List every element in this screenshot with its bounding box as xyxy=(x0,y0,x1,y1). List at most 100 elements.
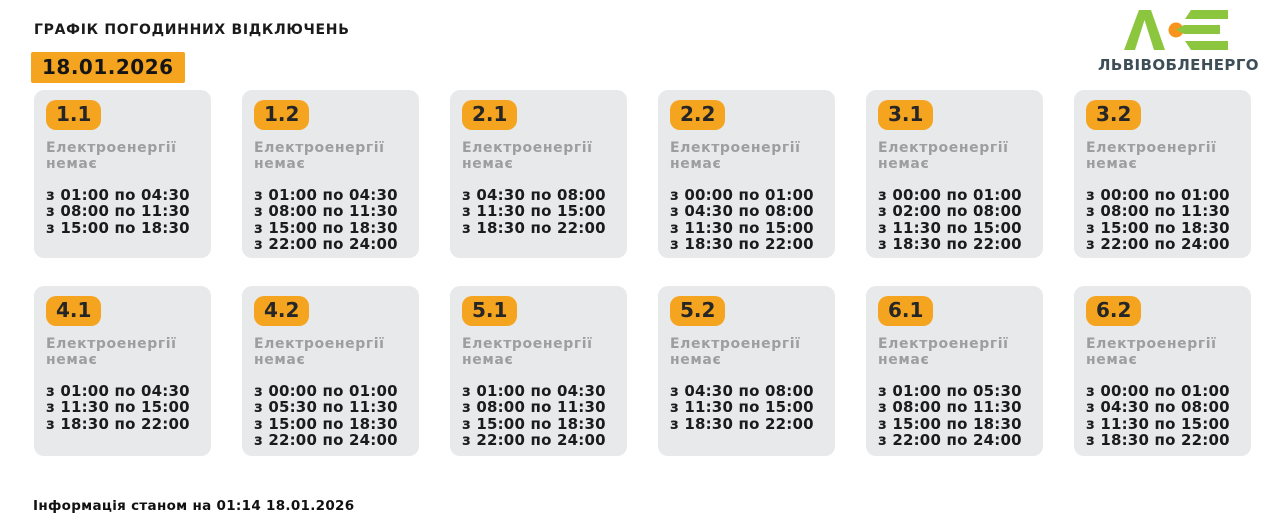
outage-interval: з 18:30 по 22:00 xyxy=(670,234,814,253)
outage-interval: з 11:30 по 15:00 xyxy=(670,218,814,237)
group-badge: 6.2 xyxy=(1086,296,1142,326)
outage-interval: з 22:00 по 24:00 xyxy=(254,234,398,253)
outage-interval: з 15:00 по 18:30 xyxy=(254,218,398,237)
outage-interval: з 11:30 по 15:00 xyxy=(878,218,1022,237)
status-text: Електроенергії немає xyxy=(46,140,177,172)
loe-logo-icon xyxy=(1124,10,1228,50)
outage-times: з 00:00 по 01:00 з 04:30 по 08:00 з 11:30 … xyxy=(1086,383,1237,448)
group-badge: 4.2 xyxy=(254,296,310,326)
outage-times: з 00:00 по 01:00 з 08:00 по 11:30 з 15:00 … xyxy=(1086,187,1237,252)
outage-interval: з 08:00 по 11:30 xyxy=(462,398,606,417)
outage-card: 2.2 Електроенергії немає з 00:00 по 01:0… xyxy=(658,90,835,258)
outage-times: з 04:30 по 08:00 з 11:30 по 15:00 з 18:30 … xyxy=(670,383,821,432)
cards-grid: 1.1 Електроенергії немає з 01:00 по 04:3… xyxy=(34,90,1251,456)
group-badge: 4.1 xyxy=(46,296,102,326)
outage-card: 3.1 Електроенергії немає з 00:00 по 01:0… xyxy=(866,90,1043,258)
outage-times: з 00:00 по 01:00 з 04:30 по 08:00 з 11:30 … xyxy=(670,187,821,252)
outage-times: з 01:00 по 05:30 з 08:00 по 11:30 з 15:00 … xyxy=(878,383,1029,448)
outage-interval: з 04:30 по 08:00 xyxy=(670,382,814,400)
outage-times: з 01:00 по 04:30 з 08:00 по 11:30 з 15:00 … xyxy=(46,187,197,236)
status-text: Електроенергії немає xyxy=(1086,336,1217,368)
outage-interval: з 15:00 по 18:30 xyxy=(1086,218,1230,237)
outage-times: з 00:00 по 01:00 з 02:00 по 08:00 з 11:30 … xyxy=(878,187,1029,252)
group-badge: 3.1 xyxy=(878,100,934,130)
outage-interval: з 22:00 по 24:00 xyxy=(1086,234,1230,253)
outage-interval: з 22:00 по 24:00 xyxy=(878,430,1022,449)
outage-interval: з 04:30 по 08:00 xyxy=(1086,398,1230,417)
outage-card: 5.1 Електроенергії немає з 01:00 по 04:3… xyxy=(450,286,627,456)
outage-card: 6.1 Електроенергії немає з 01:00 по 05:3… xyxy=(866,286,1043,456)
outage-times: з 01:00 по 04:30 з 08:00 по 11:30 з 15:00 … xyxy=(254,187,405,252)
outage-interval: з 00:00 по 01:00 xyxy=(254,382,398,400)
status-text: Електроенергії немає xyxy=(46,336,177,368)
outage-card: 4.2 Електроенергії немає з 00:00 по 01:0… xyxy=(242,286,419,456)
status-text: Електроенергії немає xyxy=(670,140,801,172)
group-badge: 2.1 xyxy=(462,100,518,130)
outage-interval: з 22:00 по 24:00 xyxy=(254,430,398,449)
group-badge: 5.2 xyxy=(670,296,726,326)
outage-interval: з 08:00 по 11:30 xyxy=(878,398,1022,417)
outage-card: 1.1 Електроенергії немає з 01:00 по 04:3… xyxy=(34,90,211,258)
status-text: Електроенергії немає xyxy=(878,336,1009,368)
group-badge: 5.1 xyxy=(462,296,518,326)
outage-interval: з 02:00 по 08:00 xyxy=(878,202,1022,221)
outage-times: з 00:00 по 01:00 з 05:30 по 11:30 з 15:00 … xyxy=(254,383,405,448)
outage-interval: з 01:00 по 04:30 xyxy=(46,186,190,204)
outage-interval: з 18:30 по 22:00 xyxy=(462,218,606,237)
outage-interval: з 11:30 по 15:00 xyxy=(670,398,814,417)
outage-interval: з 08:00 по 11:30 xyxy=(1086,202,1230,221)
status-text: Електроенергії немає xyxy=(462,140,593,172)
status-text: Електроенергії немає xyxy=(1086,140,1217,172)
status-text: Електроенергії немає xyxy=(462,336,593,368)
outage-interval: з 18:30 по 22:00 xyxy=(46,414,190,433)
outage-times: з 04:30 по 08:00 з 11:30 по 15:00 з 18:30 … xyxy=(462,187,613,236)
outage-interval: з 08:00 по 11:30 xyxy=(46,202,190,221)
status-text: Електроенергії немає xyxy=(670,336,801,368)
outage-times: з 01:00 по 04:30 з 08:00 по 11:30 з 15:00 … xyxy=(462,383,613,448)
outage-interval: з 01:00 по 04:30 xyxy=(46,382,190,400)
group-badge: 3.2 xyxy=(1086,100,1142,130)
outage-interval: з 22:00 по 24:00 xyxy=(462,430,606,449)
status-text: Електроенергії немає xyxy=(878,140,1009,172)
outage-interval: з 05:30 по 11:30 xyxy=(254,398,398,417)
outage-interval: з 18:30 по 22:00 xyxy=(670,414,814,433)
outage-interval: з 11:30 по 15:00 xyxy=(46,398,190,417)
outage-interval: з 18:30 по 22:00 xyxy=(878,234,1022,253)
status-text: Електроенергії немає xyxy=(254,140,385,172)
outage-interval: з 08:00 по 11:30 xyxy=(254,202,398,221)
outage-interval: з 15:00 по 18:30 xyxy=(46,218,190,237)
page-title: ГРАФІК ПОГОДИННИХ ВІДКЛЮЧЕНЬ xyxy=(34,22,350,38)
outage-interval: з 04:30 по 08:00 xyxy=(670,202,814,221)
outage-times: з 01:00 по 04:30 з 11:30 по 15:00 з 18:30 … xyxy=(46,383,197,432)
outage-interval: з 18:30 по 22:00 xyxy=(1086,430,1230,449)
outage-interval: з 01:00 по 05:30 xyxy=(878,382,1022,400)
group-badge: 6.1 xyxy=(878,296,934,326)
outage-interval: з 00:00 по 01:00 xyxy=(878,186,1022,204)
company-name: ЛЬВІВОБЛЕНЕРГО xyxy=(1098,56,1259,74)
company-logo: ЛЬВІВОБЛЕНЕРГО xyxy=(1098,8,1259,74)
outage-card: 1.2 Електроенергії немає з 01:00 по 04:3… xyxy=(242,90,419,258)
outage-interval: з 11:30 по 15:00 xyxy=(1086,414,1230,433)
outage-interval: з 15:00 по 18:30 xyxy=(878,414,1022,433)
outage-card: 6.2 Електроенергії немає з 00:00 по 01:0… xyxy=(1074,286,1251,456)
group-badge: 2.2 xyxy=(670,100,726,130)
outage-card: 5.2 Електроенергії немає з 04:30 по 08:0… xyxy=(658,286,835,456)
footer-note: Інформація станом на 01:14 18.01.2026 xyxy=(33,498,355,514)
group-badge: 1.2 xyxy=(254,100,310,130)
outage-interval: з 01:00 по 04:30 xyxy=(254,186,398,204)
outage-interval: з 00:00 по 01:00 xyxy=(1086,186,1230,204)
outage-interval: з 01:00 по 04:30 xyxy=(462,382,606,400)
outage-card: 2.1 Електроенергії немає з 04:30 по 08:0… xyxy=(450,90,627,258)
status-text: Електроенергії немає xyxy=(254,336,385,368)
outage-interval: з 11:30 по 15:00 xyxy=(462,202,606,221)
outage-interval: з 15:00 по 18:30 xyxy=(254,414,398,433)
outage-card: 4.1 Електроенергії немає з 01:00 по 04:3… xyxy=(34,286,211,456)
outage-interval: з 00:00 по 01:00 xyxy=(670,186,814,204)
date-badge: 18.01.2026 xyxy=(31,52,185,83)
group-badge: 1.1 xyxy=(46,100,102,130)
outage-interval: з 15:00 по 18:30 xyxy=(462,414,606,433)
outage-interval: з 00:00 по 01:00 xyxy=(1086,382,1230,400)
outage-card: 3.2 Електроенергії немає з 00:00 по 01:0… xyxy=(1074,90,1251,258)
outage-interval: з 04:30 по 08:00 xyxy=(462,186,606,204)
